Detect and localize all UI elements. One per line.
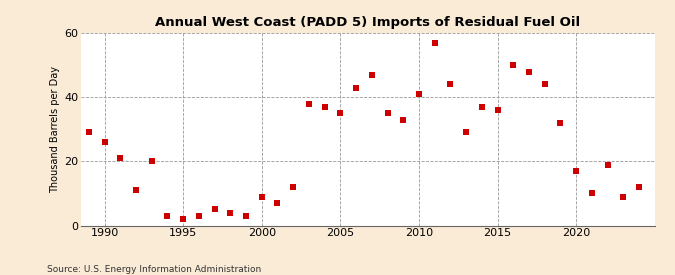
Point	[634, 185, 645, 189]
Point	[99, 140, 110, 144]
Point	[492, 108, 503, 112]
Point	[84, 130, 95, 135]
Point	[162, 214, 173, 218]
Point	[429, 40, 440, 45]
Point	[209, 207, 220, 212]
Point	[398, 117, 408, 122]
Point	[555, 121, 566, 125]
Point	[178, 217, 188, 221]
Point	[414, 92, 425, 96]
Point	[256, 194, 267, 199]
Point	[131, 188, 142, 192]
Point	[382, 111, 393, 116]
Title: Annual West Coast (PADD 5) Imports of Residual Fuel Oil: Annual West Coast (PADD 5) Imports of Re…	[155, 16, 580, 29]
Point	[194, 214, 205, 218]
Point	[241, 214, 252, 218]
Point	[587, 191, 597, 196]
Point	[571, 169, 582, 173]
Point	[319, 104, 330, 109]
Point	[367, 73, 377, 77]
Point	[461, 130, 472, 135]
Point	[146, 159, 157, 164]
Point	[477, 104, 487, 109]
Point	[115, 156, 126, 160]
Point	[508, 63, 518, 67]
Point	[304, 101, 315, 106]
Point	[524, 69, 535, 74]
Point	[288, 185, 298, 189]
Text: Source: U.S. Energy Information Administration: Source: U.S. Energy Information Administ…	[47, 265, 261, 274]
Y-axis label: Thousand Barrels per Day: Thousand Barrels per Day	[50, 66, 60, 193]
Point	[618, 194, 628, 199]
Point	[539, 82, 550, 87]
Point	[602, 162, 613, 167]
Point	[272, 201, 283, 205]
Point	[351, 85, 362, 90]
Point	[335, 111, 346, 116]
Point	[225, 210, 236, 215]
Point	[445, 82, 456, 87]
